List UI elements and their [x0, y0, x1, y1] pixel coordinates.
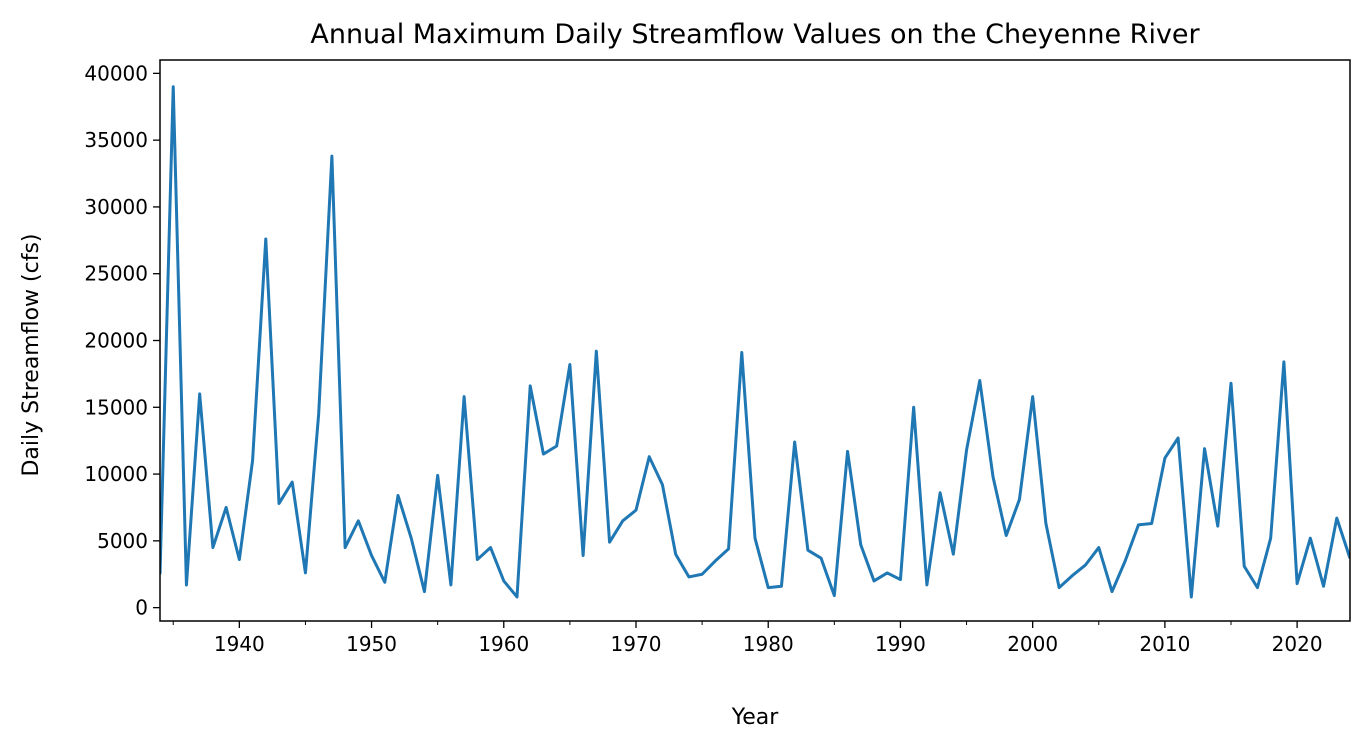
x-tick-label: 2020 — [1272, 632, 1323, 656]
y-tick-label: 40000 — [84, 61, 148, 85]
x-tick-label: 2000 — [1007, 632, 1058, 656]
x-tick-label: 1960 — [478, 632, 529, 656]
x-tick-label: 1950 — [346, 632, 397, 656]
y-tick-label: 25000 — [84, 262, 148, 286]
y-tick-label: 20000 — [84, 329, 148, 353]
x-tick-label: 1940 — [214, 632, 265, 656]
y-tick-label: 30000 — [84, 195, 148, 219]
y-axis-label: Daily Streamflow (cfs) — [19, 233, 44, 476]
x-tick-label: 1980 — [743, 632, 794, 656]
x-tick-label: 1970 — [611, 632, 662, 656]
x-tick-label: 2010 — [1139, 632, 1190, 656]
plot-frame — [159, 59, 1351, 622]
x-axis-ticks: 1940 1950 1960 1970 1980 1990 2000 2010 2020 — [172, 621, 1323, 656]
y-tick-label: 35000 — [84, 128, 148, 152]
x-tick-label: 1990 — [875, 632, 926, 656]
x-axis-label: Year — [731, 705, 780, 730]
streamflow-series-line — [160, 85, 1350, 599]
y-tick-label: 5000 — [97, 529, 148, 553]
plot-area — [160, 85, 1350, 599]
y-tick-label: 0 — [135, 596, 148, 620]
chart-title: Annual Maximum Daily Streamflow Values o… — [310, 19, 1200, 50]
y-axis-ticks: 0 5000 10000 15000 20000 25000 30000 35000 40000 — [84, 61, 160, 620]
y-tick-label: 10000 — [84, 462, 148, 486]
y-tick-label: 15000 — [84, 395, 148, 419]
